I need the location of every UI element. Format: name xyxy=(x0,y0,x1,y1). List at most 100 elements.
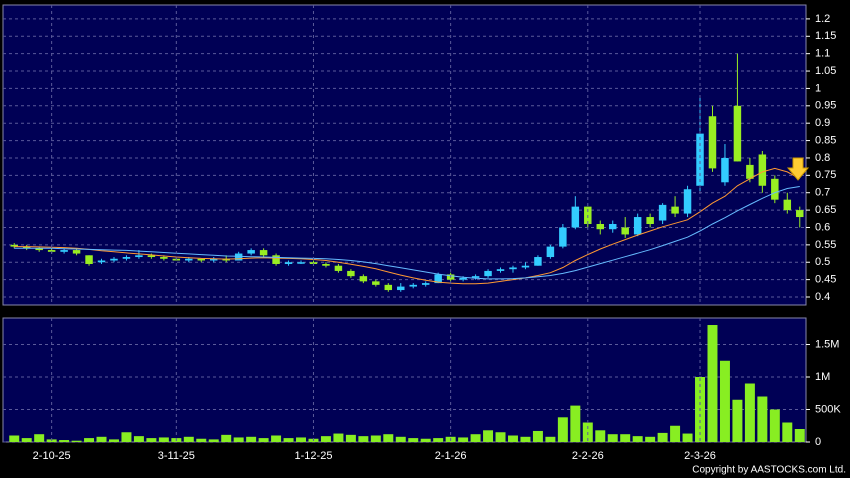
volume-bar xyxy=(570,405,581,442)
volume-bar xyxy=(670,425,681,442)
volume-bar xyxy=(208,439,219,442)
x-tick-label: 2-3-26 xyxy=(684,450,716,462)
y-tick-label: 0.4 xyxy=(815,291,830,303)
candle-body xyxy=(297,262,305,264)
volume-bar xyxy=(108,439,119,442)
arrow-icon xyxy=(786,157,810,181)
volume-bar xyxy=(483,430,494,442)
volume-bar xyxy=(607,434,618,442)
candle-body xyxy=(496,269,505,271)
y-tick-label: 1.1 xyxy=(815,48,830,60)
candle-body xyxy=(708,116,717,169)
volume-bar xyxy=(196,438,207,442)
candle-body xyxy=(322,263,330,266)
price-panel xyxy=(2,4,807,306)
volume-bar xyxy=(557,417,568,442)
candle-body xyxy=(222,258,230,261)
candle-body xyxy=(746,164,754,179)
candle-body xyxy=(135,255,143,258)
x-tick-label: 1-12-25 xyxy=(295,450,333,462)
candle-body xyxy=(60,250,68,252)
y-tick-label: 1.5M xyxy=(815,338,839,350)
volume-bar xyxy=(320,436,331,442)
volume-bar xyxy=(520,436,531,442)
x-tick-label: 3-11-25 xyxy=(158,450,195,462)
candle-body xyxy=(160,257,168,259)
volume-bar xyxy=(470,434,481,442)
candle-body xyxy=(683,189,692,214)
volume-bar xyxy=(408,438,419,442)
volume-bar xyxy=(9,435,20,442)
volume-bar xyxy=(595,430,606,442)
volume-bar xyxy=(458,437,469,442)
candle-body xyxy=(359,276,368,282)
volume-bar xyxy=(420,438,431,442)
y-tick-label: 0.75 xyxy=(815,169,836,181)
candle-body xyxy=(284,262,293,264)
volume-bar xyxy=(71,440,82,442)
candle-body xyxy=(521,265,530,268)
volume-bar xyxy=(632,436,643,442)
candle-body xyxy=(571,206,580,228)
volume-bar xyxy=(620,434,631,442)
y-tick-label: 1.15 xyxy=(815,30,836,42)
candle-body xyxy=(72,250,81,254)
candle-body xyxy=(85,255,93,264)
candle-body xyxy=(122,257,131,259)
y-tick-label: 0.5 xyxy=(815,256,830,268)
candle-body xyxy=(534,257,542,266)
volume-bar xyxy=(59,440,70,442)
volume-bar xyxy=(794,429,805,442)
volume-bar xyxy=(495,432,506,442)
volume-bar xyxy=(34,434,45,442)
candle-body xyxy=(272,255,280,264)
volume-bar xyxy=(507,435,518,442)
volume-bar xyxy=(283,438,294,442)
volume-bar xyxy=(769,409,780,442)
y-tick-label: 0.95 xyxy=(815,100,836,112)
volume-bar xyxy=(782,422,793,442)
y-tick-label: 0.85 xyxy=(815,134,836,146)
candle-body xyxy=(758,154,767,186)
candle-body xyxy=(459,277,467,280)
y-tick-label: 1.2 xyxy=(815,13,830,25)
candle-body xyxy=(47,250,56,252)
volume-bar xyxy=(133,436,144,442)
candle-body xyxy=(35,248,43,251)
volume-bar xyxy=(383,434,394,442)
x-tick-label: 2-10-25 xyxy=(33,450,71,462)
volume-bar xyxy=(271,435,282,442)
candle-body xyxy=(110,258,118,261)
y-tick-label: 0.7 xyxy=(815,187,830,199)
candle-body xyxy=(372,281,380,285)
candle-body xyxy=(22,246,31,249)
x-tick-label: 2-2-26 xyxy=(572,450,604,462)
candle-body xyxy=(397,286,405,291)
y-tick-label: 0.45 xyxy=(815,274,836,286)
candle-body xyxy=(10,244,18,247)
candle-body xyxy=(658,204,667,221)
volume-bar xyxy=(258,438,269,442)
candle-body xyxy=(771,178,779,200)
volume-bar xyxy=(296,437,307,442)
volume-bar xyxy=(158,437,169,442)
candle-body xyxy=(197,258,206,261)
volume-bar xyxy=(744,383,755,442)
candle-body xyxy=(334,265,343,271)
candle-body xyxy=(696,133,704,186)
volume-bar xyxy=(221,434,232,442)
volume-bar xyxy=(84,438,95,442)
candle-body xyxy=(147,255,156,258)
volume-bar xyxy=(370,435,381,442)
volume-bar xyxy=(532,430,543,442)
volume-bar xyxy=(358,436,369,442)
candle-body xyxy=(409,284,417,287)
candle-body xyxy=(421,283,430,285)
candle-body xyxy=(596,224,605,230)
candle-body xyxy=(509,267,517,270)
y-tick-label: 0.8 xyxy=(815,152,830,164)
volume-bar xyxy=(233,437,244,442)
y-tick-label: 0.55 xyxy=(815,239,836,251)
candle-body xyxy=(434,274,442,284)
candle-body xyxy=(347,270,355,277)
